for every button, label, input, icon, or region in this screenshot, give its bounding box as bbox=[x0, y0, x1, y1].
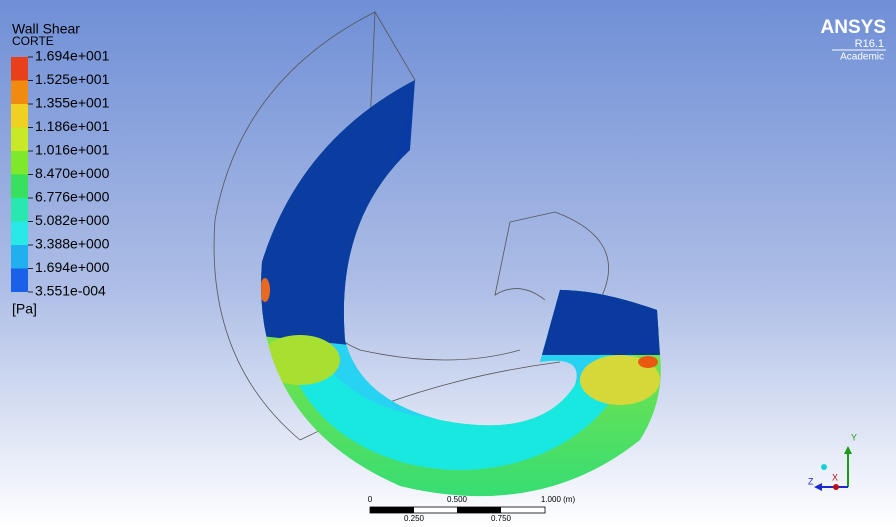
legend-band bbox=[11, 221, 28, 245]
scale-label: 0 bbox=[368, 495, 373, 504]
legend-label: 3.551e-004 bbox=[35, 283, 106, 299]
triad-y: Y bbox=[851, 432, 857, 442]
scale-label: 0.500 bbox=[447, 495, 468, 504]
triad-x: X bbox=[832, 472, 838, 482]
axis-triad: Y Z X bbox=[808, 432, 857, 491]
logo-edition: Academic bbox=[840, 52, 884, 63]
legend: 1.694e+001 1.525e+001 1.355e+001 1.186e+001… bbox=[11, 48, 110, 299]
legend-label: 1.694e+001 bbox=[35, 48, 110, 64]
legend-band bbox=[11, 127, 28, 151]
legend-band bbox=[11, 198, 28, 222]
legend-label: 3.388e+000 bbox=[35, 236, 110, 252]
legend-label: 1.016e+001 bbox=[35, 142, 110, 158]
legend-band bbox=[11, 151, 28, 175]
legend-label: 1.186e+001 bbox=[35, 118, 110, 134]
legend-label: 6.776e+000 bbox=[35, 189, 110, 205]
scale-bar: 0 0.500 1.000 (m) 0.250 0.750 bbox=[368, 495, 576, 523]
scale-label: 0.250 bbox=[404, 514, 425, 523]
triad-z: Z bbox=[808, 476, 814, 486]
scale-label: 1.000 (m) bbox=[541, 495, 576, 504]
legend-label: 1.525e+001 bbox=[35, 71, 110, 87]
legend-band bbox=[11, 174, 28, 198]
legend-label: 5.082e+000 bbox=[35, 212, 110, 228]
legend-label: 1.694e+000 bbox=[35, 259, 110, 275]
legend-band bbox=[11, 268, 28, 292]
legend-subtitle: CORTE bbox=[12, 34, 54, 48]
legend-band bbox=[11, 57, 28, 81]
legend-label: 1.355e+001 bbox=[35, 95, 110, 111]
legend-unit: [Pa] bbox=[12, 301, 37, 317]
legend-band bbox=[11, 104, 28, 128]
legend-title: Wall Shear bbox=[12, 21, 80, 37]
legend-band bbox=[11, 80, 28, 104]
logo-version: R16.1 bbox=[855, 38, 884, 50]
logo-name: ANSYS bbox=[821, 17, 886, 38]
legend-band bbox=[11, 245, 28, 269]
scale-label: 0.750 bbox=[491, 514, 512, 523]
legend-label: 8.470e+000 bbox=[35, 165, 110, 181]
